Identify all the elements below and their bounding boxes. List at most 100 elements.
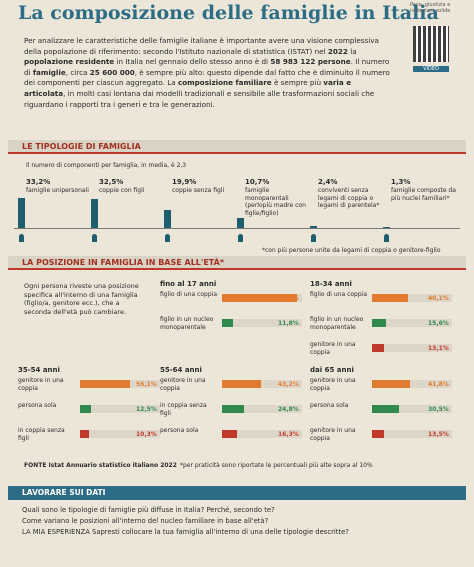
type-bar <box>310 225 317 228</box>
person-icon <box>92 234 97 242</box>
type-value: 32,5% <box>99 178 124 186</box>
row-bar <box>80 405 92 413</box>
row-bar <box>222 405 245 413</box>
row-value: 16,3% <box>278 431 299 438</box>
section-intro: Ogni persona riveste una posizione speci… <box>24 282 139 316</box>
person-icon <box>19 234 24 242</box>
bar-track <box>372 294 452 302</box>
row-label: figlio in un nucleo monoparentale <box>310 316 364 331</box>
panel-title: 18-34 anni <box>310 280 352 288</box>
row-value: 56,1% <box>136 381 157 388</box>
row-label: genitore in una coppia <box>310 377 356 392</box>
panel-title: 35-54 anni <box>18 366 60 374</box>
person-icon <box>311 234 316 242</box>
question: Come variano le posizioni all'interno de… <box>22 517 269 525</box>
intro-run: . Il numero di <box>24 57 390 77</box>
section-title: LA POSIZIONE IN FAMIGLIA IN BASE ALL'ETÀ… <box>8 256 466 270</box>
row-value: 24,8% <box>278 406 299 413</box>
intro-run: popolazione residente <box>24 57 115 67</box>
row-label: persona sola <box>18 402 57 409</box>
bar-track <box>372 380 452 388</box>
intro-run: , è sempre più alto: questo dipende dal … <box>24 67 390 88</box>
row-label: genitore in una coppia <box>310 427 356 442</box>
row-bar <box>80 430 90 438</box>
bar-track <box>80 405 160 413</box>
row-value: 15,6% <box>428 320 449 327</box>
intro-run: 2022 <box>327 46 348 56</box>
intro-run: 58 983 122 persone <box>270 57 351 67</box>
row-bar <box>372 294 409 302</box>
row-value: 13,5% <box>428 431 449 438</box>
footnote: *con più persone unite da legami di copp… <box>262 247 441 254</box>
row-bar <box>372 380 410 388</box>
row-value: 10,3% <box>136 431 157 438</box>
row-label: figlio in un nucleo monoparentale <box>160 316 214 331</box>
intro-run: in Italia nel gennaio dello stesso anno … <box>114 57 271 67</box>
section-title: LE TIPOLOGIE DI FAMIGLIA <box>8 140 466 154</box>
person-icon <box>165 234 170 242</box>
row-bar <box>372 319 387 327</box>
row-label: genitore in una coppia <box>160 377 206 392</box>
type-label: famiglie unipersonali <box>26 187 89 194</box>
row-value: 41,8% <box>428 381 449 388</box>
row-bar <box>222 319 233 327</box>
panel-title: 55-64 anni <box>160 366 202 374</box>
intro-run: varia e articolata <box>24 78 352 98</box>
type-bar <box>383 226 390 228</box>
row-value: 12,5% <box>136 406 157 413</box>
bar-track <box>372 344 452 352</box>
row-label: in coppia senza figli <box>160 402 207 417</box>
exercise-title: LAVORARE SUI DATI <box>8 486 466 500</box>
goal-label: Pace, giustizia e istituzioni solide <box>410 2 451 14</box>
row-value: 13,1% <box>428 345 449 352</box>
row-value: 30,5% <box>428 406 449 413</box>
row-value: 40,1% <box>428 295 449 302</box>
row-label: persona sola <box>160 427 199 434</box>
source: FONTE Istat Annuario statistico italiano… <box>24 462 177 469</box>
row-bar <box>222 294 297 302</box>
type-value: 2,4% <box>318 178 338 186</box>
row-value: 43,2% <box>278 381 299 388</box>
type-label: coppie senza figli <box>172 187 225 194</box>
type-label: coppie con figli <box>99 187 145 194</box>
row-value: 83,2% <box>278 295 299 302</box>
type-label: famiglie composte da più nuclei familiar… <box>391 187 456 202</box>
type-value: 10,7% <box>245 178 270 186</box>
bar-track <box>222 430 302 438</box>
row-bar <box>372 344 384 352</box>
bar-track <box>372 319 452 327</box>
type-value: 1,3% <box>391 178 411 186</box>
intro-run: famiglie <box>32 67 66 77</box>
section-subtitle: Il numero di componenti per famiglia, in… <box>26 162 187 169</box>
panel-title: fino al 17 anni <box>160 280 217 288</box>
video-label[interactable]: VIDEO <box>413 66 449 72</box>
type-bar <box>237 218 244 228</box>
row-label: figlio di una coppia <box>310 291 368 298</box>
row-label: genitore in una coppia <box>310 341 356 356</box>
type-label: famiglie monoparentali (perlopiù madre c… <box>245 187 306 217</box>
intro-text: Per analizzare le caratteristiche delle … <box>24 36 394 110</box>
note: *per praticità sono riportate le percent… <box>180 462 373 469</box>
type-label: conviventi senza legami di coppia o lega… <box>318 187 380 209</box>
row-label: in coppia senza figli <box>18 427 65 442</box>
row-bar <box>80 380 131 388</box>
question: LA MIA ESPERIENZA Sapresti collocare la … <box>22 528 349 536</box>
type-bar <box>164 210 171 228</box>
bar-track <box>222 405 302 413</box>
bar-track <box>372 430 452 438</box>
bar-track <box>80 430 160 438</box>
row-bar <box>222 380 261 388</box>
row-label: figlio di una coppia <box>160 291 218 298</box>
intro-run: composizione familiare <box>177 78 272 88</box>
baseline <box>14 228 460 229</box>
qr-code <box>413 26 449 62</box>
intro-run: è sempre più <box>271 78 324 88</box>
row-value: 11,8% <box>278 320 299 327</box>
type-value: 19,9% <box>172 178 197 186</box>
page-title: La composizione delle famiglie in Italia <box>18 2 439 24</box>
intro-run: la <box>347 46 357 56</box>
row-bar <box>372 405 400 413</box>
intro-run: Per analizzare le caratteristiche delle … <box>24 36 379 56</box>
row-bar <box>222 430 237 438</box>
